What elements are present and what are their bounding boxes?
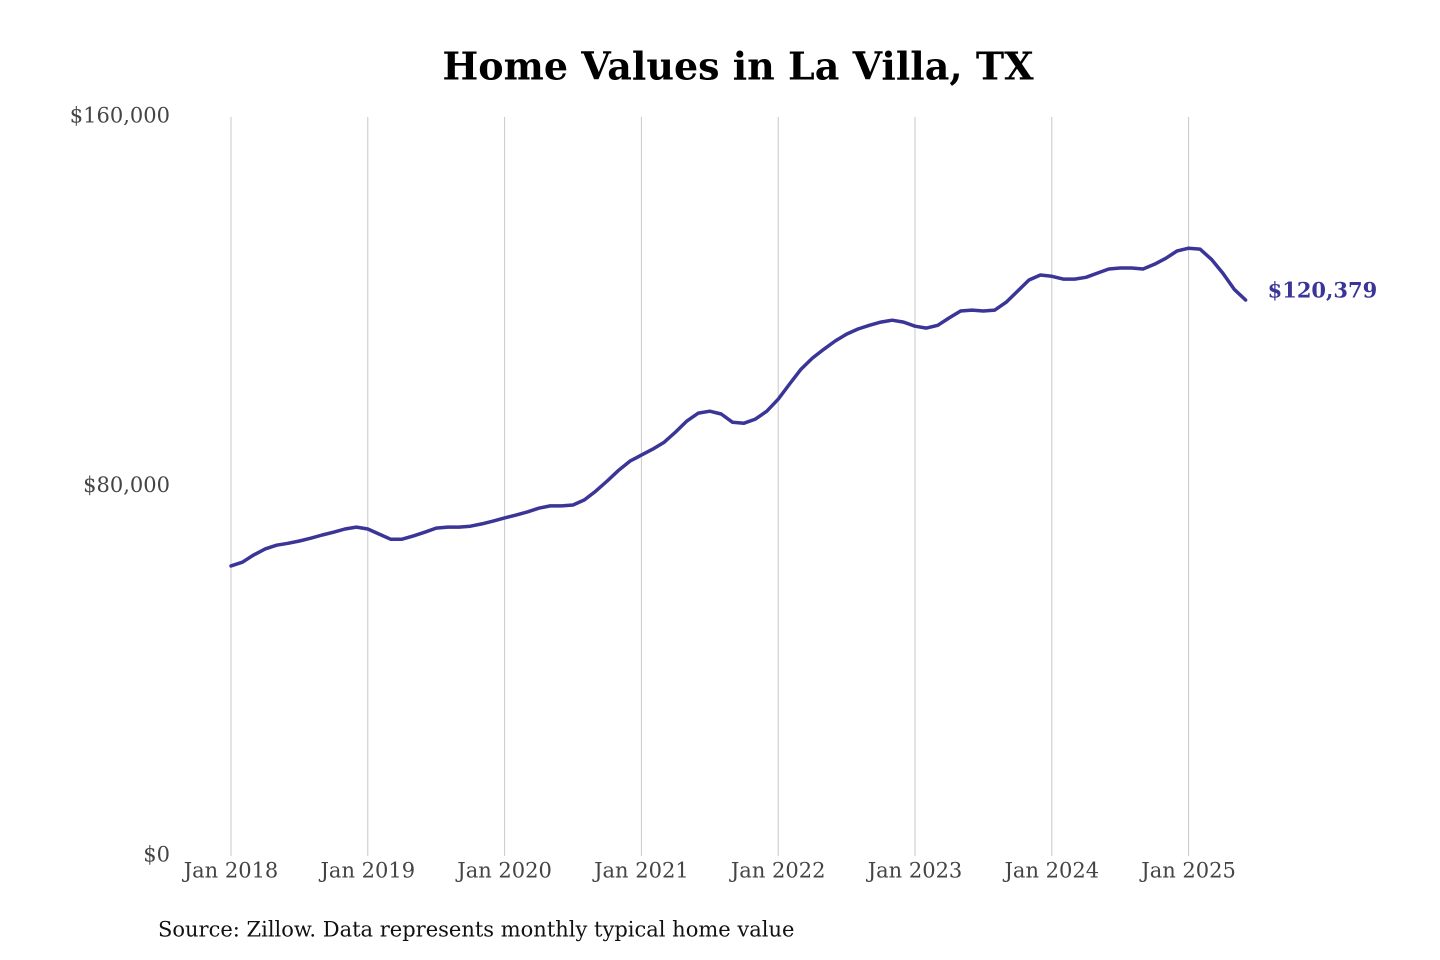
x-tick-label: Jan 2021 <box>592 859 689 883</box>
y-tick-label: $160,000 <box>70 104 170 128</box>
value-label: $120,379 <box>1268 277 1378 302</box>
line-series <box>229 246 1248 568</box>
x-tick-label: Jan 2022 <box>729 859 826 883</box>
x-tick-label: Jan 2025 <box>1139 859 1236 883</box>
y-tick-label: $0 <box>143 843 170 867</box>
source-note: Source: Zillow. Data represents monthly … <box>158 918 794 942</box>
chart-title: Home Values in La Villa, TX <box>442 44 1034 89</box>
y-tick-label: $80,000 <box>83 473 170 497</box>
x-tick-label: Jan 2020 <box>455 859 552 883</box>
x-tick-label: Jan 2018 <box>182 859 279 883</box>
x-tick-label: Jan 2024 <box>1003 859 1100 883</box>
x-tick-label: Jan 2023 <box>866 859 963 883</box>
x-tick-label: Jan 2019 <box>319 859 416 883</box>
